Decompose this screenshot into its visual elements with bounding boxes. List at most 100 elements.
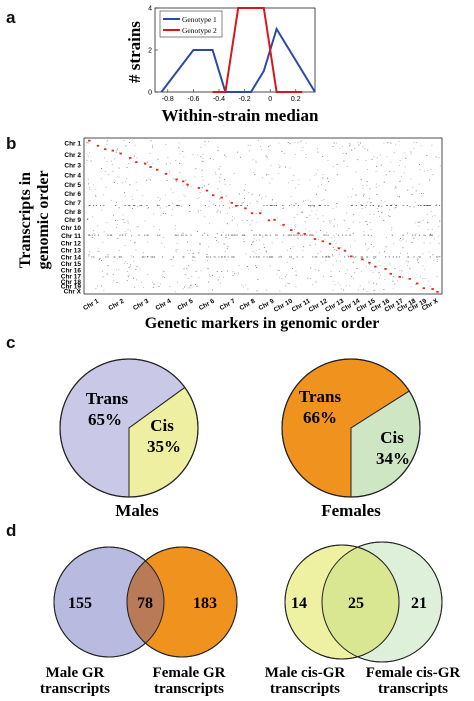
- background-hit: [202, 180, 204, 182]
- panel-b-x-chr-label: Chr 6: [198, 297, 216, 312]
- background-hit: [163, 211, 165, 213]
- background-hit: [378, 252, 380, 254]
- background-hit: [123, 140, 125, 142]
- panel-b-y-chr-label: Chr 2: [64, 152, 81, 159]
- cis-hit: [111, 149, 115, 152]
- background-hit: [373, 155, 375, 157]
- background-hit: [134, 242, 136, 244]
- background-hit: [173, 179, 175, 180]
- trans-band-hit: [202, 234, 204, 236]
- background-hit: [347, 196, 349, 198]
- background-hit: [176, 242, 178, 244]
- trans-band-hit: [273, 205, 275, 206]
- background-hit: [227, 246, 229, 248]
- background-hit: [184, 195, 186, 197]
- background-hit: [330, 220, 332, 222]
- trans-band-hit: [207, 256, 209, 258]
- background-hit: [369, 214, 371, 215]
- trans-band-hit: [324, 205, 326, 206]
- background-hit: [335, 243, 337, 245]
- trans-band-hit: [95, 205, 98, 206]
- cis-hit: [273, 218, 276, 221]
- background-hit: [195, 270, 197, 272]
- background-hit: [315, 214, 317, 216]
- background-hit: [415, 190, 417, 192]
- background-hit: [146, 179, 148, 181]
- background-hit: [395, 207, 397, 208]
- background-hit: [159, 229, 161, 231]
- trans-band-hit: [435, 205, 437, 206]
- background-hit: [122, 182, 124, 184]
- background-hit: [373, 213, 375, 215]
- background-hit: [86, 160, 88, 161]
- trans-band-hit: [124, 205, 126, 206]
- background-hit: [222, 231, 224, 233]
- background-hit: [262, 234, 264, 236]
- background-hit: [356, 158, 358, 160]
- background-hit: [108, 174, 110, 176]
- background-hit: [115, 220, 117, 221]
- background-hit: [175, 180, 177, 182]
- background-hit: [354, 148, 356, 149]
- background-hit: [384, 201, 386, 203]
- trans-band-hit: [406, 205, 408, 206]
- males-pie-chart: [59, 358, 199, 498]
- background-hit: [262, 177, 264, 179]
- trans-band-hit: [225, 234, 227, 236]
- background-hit: [294, 154, 296, 155]
- background-hit: [152, 286, 154, 288]
- background-hit: [254, 174, 256, 175]
- background-hit: [412, 186, 414, 188]
- trans-band-hit: [312, 256, 314, 258]
- background-hit: [185, 179, 187, 181]
- background-hit: [256, 290, 258, 292]
- trans-band-hit: [398, 256, 401, 258]
- background-hit: [112, 181, 114, 183]
- background-hit: [179, 200, 181, 202]
- trans-band-hit: [266, 205, 268, 206]
- background-hit: [358, 201, 360, 203]
- males-cis-label: Cis: [150, 416, 174, 435]
- background-hit: [362, 187, 364, 189]
- trans-band-hit: [192, 256, 194, 258]
- trans-band-hit: [327, 234, 329, 236]
- background-hit: [389, 209, 391, 210]
- trans-band-hit: [236, 234, 238, 236]
- background-hit: [101, 271, 103, 273]
- background-hit: [366, 249, 368, 251]
- trans-band-hit: [386, 205, 388, 206]
- trans-band-hit: [228, 234, 230, 236]
- background-hit: [316, 148, 318, 150]
- trans-band-hit: [270, 205, 273, 206]
- background-hit: [133, 277, 135, 279]
- trans-band-hit: [91, 256, 93, 258]
- background-hit: [375, 183, 377, 185]
- background-hit: [237, 151, 239, 153]
- trans-band-hit: [231, 256, 233, 258]
- background-hit: [428, 251, 430, 253]
- background-hit: [297, 237, 299, 239]
- background-hit: [266, 289, 268, 291]
- background-hit: [353, 278, 355, 280]
- trans-band-hit: [93, 256, 95, 258]
- background-hit: [156, 204, 158, 206]
- panel-b-y-chr-label: Chr 8: [64, 209, 81, 216]
- background-hit: [208, 223, 210, 225]
- background-hit: [256, 266, 258, 268]
- background-hit: [224, 154, 226, 156]
- background-hit: [380, 274, 382, 276]
- background-hit: [377, 211, 379, 212]
- background-hit: [431, 228, 433, 230]
- males-trans-label: Trans: [86, 389, 129, 408]
- background-hit: [284, 166, 286, 168]
- background-hit: [427, 280, 429, 282]
- background-hit: [311, 210, 313, 212]
- background-hit: [426, 213, 428, 215]
- females-pie-chart: [281, 358, 421, 498]
- background-hit: [405, 241, 407, 242]
- background-hit: [369, 188, 371, 190]
- background-hit: [167, 157, 169, 158]
- background-hit: [322, 156, 324, 157]
- background-hit: [92, 216, 94, 218]
- trans-band-hit: [139, 205, 141, 206]
